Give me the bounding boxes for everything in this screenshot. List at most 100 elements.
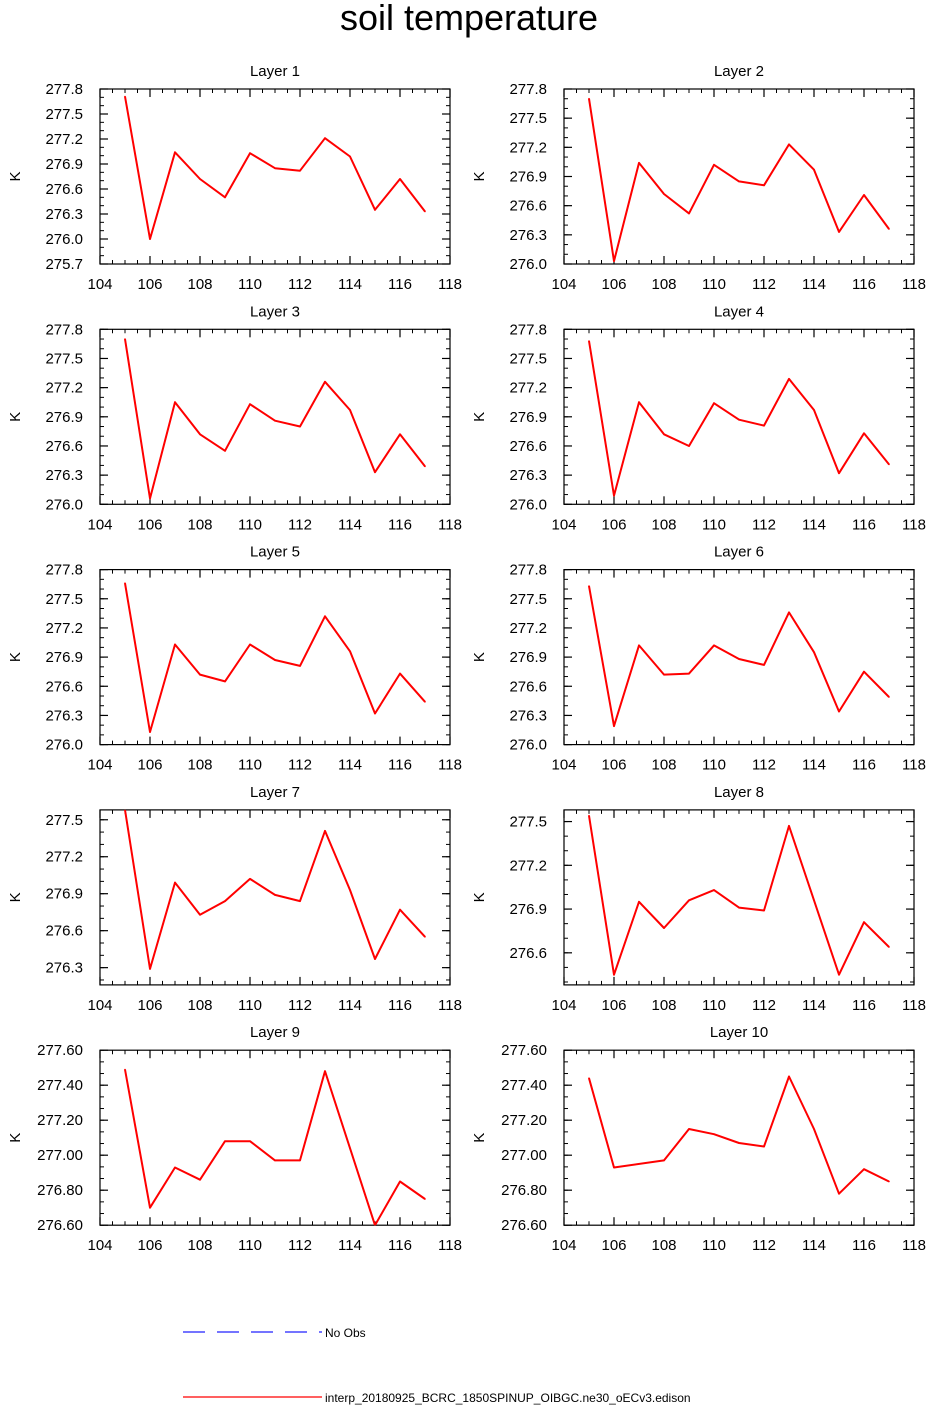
- data-point: [613, 1166, 615, 1169]
- x-tick-label: 114: [802, 276, 826, 293]
- data-point: [613, 494, 615, 497]
- y-tick-label: 277.2: [45, 620, 83, 637]
- panel-title: Layer 10: [710, 1024, 768, 1041]
- panel-title: Layer 8: [714, 784, 764, 801]
- x-tick-label: 106: [137, 516, 162, 533]
- data-point: [249, 152, 251, 154]
- y-tick-label: 277.8: [509, 81, 547, 98]
- data-point: [588, 585, 590, 587]
- data-point: [738, 906, 740, 909]
- data-point: [399, 908, 401, 911]
- x-tick-label: 116: [388, 757, 412, 774]
- data-point: [638, 644, 640, 647]
- data-point: [124, 582, 126, 584]
- data-point: [588, 1077, 590, 1079]
- data-point: [838, 710, 840, 713]
- x-tick-label: 106: [601, 516, 626, 533]
- x-tick-label: 104: [551, 1237, 576, 1254]
- series-line: [124, 338, 426, 500]
- data-point: [838, 472, 840, 475]
- plot-frame: [99, 88, 451, 265]
- data-point: [863, 1168, 865, 1170]
- y-tick-label: 277.2: [45, 849, 83, 866]
- data-point: [638, 162, 640, 164]
- data-point: [199, 433, 201, 436]
- y-tick-label: 276.60: [501, 1217, 547, 1234]
- y-axis-label: K: [7, 171, 24, 181]
- y-tick-label: 276.6: [509, 198, 547, 215]
- figure-title: soil temperature: [340, 0, 598, 38]
- data-point: [588, 97, 590, 100]
- data-point: [713, 889, 715, 891]
- panel-title: Layer 2: [714, 63, 764, 80]
- panel-title: Layer 3: [250, 303, 300, 320]
- x-tick-label: 118: [902, 1237, 926, 1254]
- data-point: [349, 889, 351, 891]
- data-point: [424, 936, 426, 938]
- data-point: [688, 899, 690, 902]
- x-tick-label: 112: [752, 997, 776, 1014]
- x-tick-label: 118: [438, 1237, 462, 1254]
- x-tick-label: 114: [802, 1237, 826, 1254]
- y-tick-label: 277.2: [509, 380, 547, 397]
- panels: Layer 1 K 104 106 108 110 112 114 116 118 275.7 276…: [7, 63, 926, 1254]
- data-point: [149, 1206, 151, 1209]
- data-point: [224, 900, 226, 902]
- data-point: [838, 1192, 840, 1195]
- x-tick-label: 118: [438, 997, 462, 1014]
- data-point: [124, 1068, 126, 1071]
- panel-title: Layer 6: [714, 544, 764, 561]
- data-point: [299, 425, 301, 428]
- x-tick-label: 104: [87, 516, 112, 533]
- y-tick-label: 276.6: [45, 181, 83, 198]
- plot-frame: [563, 1049, 915, 1226]
- x-tick-label: 112: [752, 276, 776, 293]
- data-point: [374, 209, 376, 211]
- data-point: [588, 340, 590, 342]
- data-point: [274, 167, 276, 169]
- x-tick-label: 104: [87, 757, 112, 774]
- y-tick-label: 276.9: [45, 156, 83, 173]
- x-tick-label: 106: [137, 1237, 162, 1254]
- data-point: [299, 900, 301, 902]
- x-tick-label: 108: [187, 757, 212, 774]
- panel-layer-2: Layer 2 K 104 106 108 110 112 114 116 118 276.0 276…: [471, 63, 926, 293]
- x-tick-label: 104: [551, 757, 576, 774]
- data-point: [788, 611, 790, 614]
- y-tick-label: 276.6: [509, 438, 547, 455]
- x-tick-label: 116: [852, 757, 876, 774]
- x-tick-label: 116: [852, 276, 876, 293]
- x-tick-label: 110: [702, 1237, 726, 1254]
- x-tick-label: 114: [802, 997, 826, 1014]
- plot-frame: [563, 328, 915, 505]
- y-tick-label: 277.8: [509, 321, 547, 338]
- panel-title: Layer 7: [250, 784, 300, 801]
- data-point: [813, 651, 815, 653]
- plot-frame: [563, 88, 915, 265]
- x-tick-label: 116: [852, 997, 876, 1014]
- y-tick-label: 276.9: [45, 649, 83, 666]
- x-tick-label: 112: [752, 516, 776, 533]
- data-point: [424, 1198, 426, 1200]
- data-point: [688, 445, 690, 447]
- x-tick-label: 116: [852, 1237, 876, 1254]
- data-point: [149, 731, 151, 733]
- data-point: [838, 973, 840, 976]
- y-tick-label: 277.00: [501, 1147, 547, 1164]
- y-tick-label: 276.3: [509, 707, 547, 724]
- series-line: [588, 340, 890, 497]
- data-point: [374, 471, 376, 474]
- data-point: [638, 401, 640, 404]
- data-point: [688, 672, 690, 675]
- x-tick-label: 118: [438, 276, 462, 293]
- data-point: [838, 231, 840, 233]
- y-tick-label: 276.9: [509, 901, 547, 918]
- data-point: [663, 433, 665, 436]
- data-point: [888, 946, 890, 948]
- panel-title: Layer 9: [250, 1024, 300, 1041]
- data-point: [199, 913, 201, 916]
- series-line: [588, 1075, 890, 1195]
- data-point: [374, 1224, 376, 1226]
- y-tick-label: 276.6: [45, 678, 83, 695]
